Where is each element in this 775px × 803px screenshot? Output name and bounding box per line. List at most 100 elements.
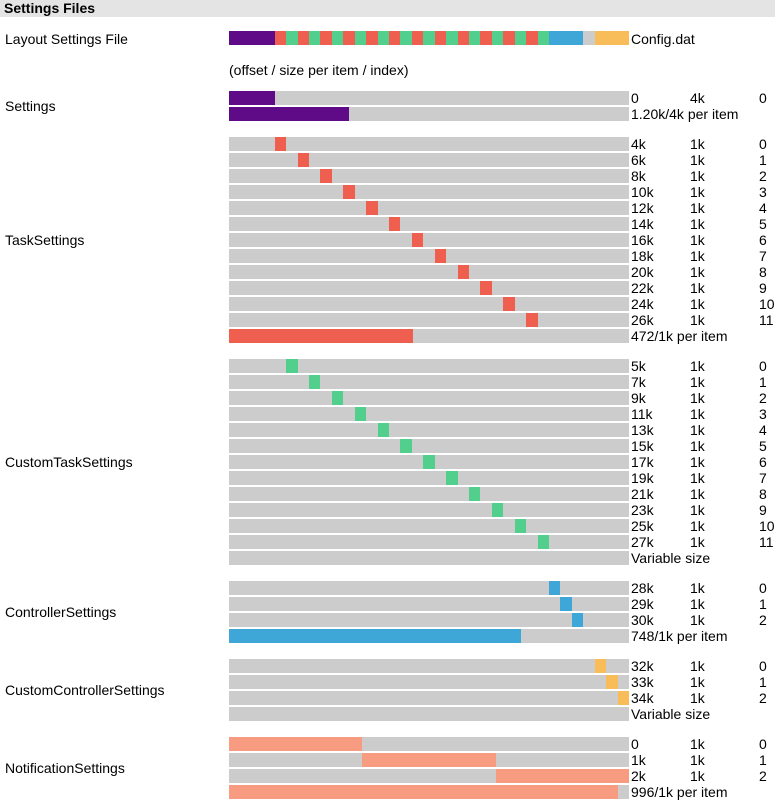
item-bar: [229, 249, 629, 263]
file-map-block: [389, 31, 401, 45]
usage-text: 996/1k per item: [631, 784, 728, 800]
item-index: 3: [759, 406, 767, 422]
item-size: 1k: [690, 136, 705, 152]
file-map-block: [571, 31, 584, 45]
file-map-block: [354, 31, 367, 45]
usage-fill: [229, 785, 619, 799]
item-size: 1k: [690, 358, 705, 374]
item-block: [320, 169, 332, 183]
item-offset: 25k: [631, 518, 654, 534]
item-size: 1k: [690, 390, 705, 406]
item-block: [423, 455, 435, 469]
item-block: [446, 471, 458, 485]
item-bar: [229, 753, 629, 767]
file-map-block: [411, 31, 424, 45]
item-bar: [229, 153, 629, 167]
item-block: [495, 769, 629, 783]
item-size: 1k: [690, 580, 705, 596]
item-index: 11: [759, 534, 774, 550]
file-map-block: [537, 31, 549, 45]
item-size: 1k: [690, 248, 705, 264]
file-map-block: [560, 31, 572, 45]
item-offset: 14k: [631, 216, 654, 232]
item-index: 10: [759, 296, 775, 312]
item-bar: [229, 201, 629, 215]
file-map-block: [343, 31, 355, 45]
layout-file-label: Layout Settings File: [5, 31, 128, 47]
item-index: 8: [759, 486, 767, 502]
item-block: [549, 581, 561, 595]
item-size: 1k: [690, 280, 705, 296]
item-bar: [229, 423, 629, 437]
file-map-block: [514, 31, 527, 45]
section-label-custom_task: CustomTaskSettings: [5, 454, 133, 470]
item-index: 7: [759, 470, 767, 486]
item-block: [480, 281, 492, 295]
usage-fill: [229, 329, 414, 343]
file-map-block: [274, 31, 287, 45]
item-index: 9: [759, 280, 767, 296]
item-bar: [229, 769, 629, 783]
item-offset: 10k: [631, 184, 654, 200]
item-index: 1: [759, 374, 767, 390]
item-size: 1k: [690, 184, 705, 200]
file-map-block: [446, 31, 458, 45]
usage-text: 1.20k/4k per item: [631, 106, 739, 122]
item-size: 1k: [690, 470, 705, 486]
item-offset: 21k: [631, 486, 654, 502]
item-offset: 4k: [631, 136, 646, 152]
item-bar: [229, 91, 629, 105]
file-map-block: [229, 31, 275, 45]
item-offset: 33k: [631, 674, 654, 690]
item-block: [491, 503, 504, 517]
item-size: 1k: [690, 152, 705, 168]
item-bar: [229, 217, 629, 231]
item-offset: 18k: [631, 248, 654, 264]
file-map-bar: [229, 31, 629, 45]
item-block: [400, 439, 412, 453]
item-bar: [229, 487, 629, 501]
item-index: 2: [759, 168, 767, 184]
file-map-block: [434, 31, 447, 45]
item-block: [411, 233, 424, 247]
file-map-block: [469, 31, 481, 45]
item-block: [537, 535, 549, 549]
item-size: 1k: [690, 200, 705, 216]
item-bar: [229, 519, 629, 533]
item-offset: 30k: [631, 612, 654, 628]
item-block: [560, 597, 572, 611]
file-map-block: [377, 31, 389, 45]
item-offset: 24k: [631, 296, 654, 312]
item-index: 1: [759, 596, 767, 612]
item-offset: 26k: [631, 312, 654, 328]
item-size: 1k: [690, 768, 705, 784]
item-size: 1k: [690, 438, 705, 454]
item-block: [526, 313, 538, 327]
item-bar: [229, 137, 629, 151]
item-offset: 1k: [631, 752, 646, 768]
item-bar: [229, 169, 629, 183]
item-bar: [229, 691, 629, 705]
item-offset: 9k: [631, 390, 646, 406]
item-block: [274, 137, 287, 151]
item-index: 1: [759, 674, 767, 690]
item-index: 11: [759, 312, 774, 328]
usage-bar: [229, 629, 629, 643]
usage-fill: [229, 107, 349, 121]
item-size: 1k: [690, 296, 705, 312]
item-offset: 2k: [631, 768, 646, 784]
item-offset: 20k: [631, 264, 654, 280]
usage-text: 472/1k per item: [631, 328, 728, 344]
file-map-block: [423, 31, 435, 45]
item-block: [434, 249, 447, 263]
item-bar: [229, 407, 629, 421]
usage-bar: [229, 707, 629, 721]
item-index: 0: [759, 736, 767, 752]
item-index: 4: [759, 422, 767, 438]
item-bar: [229, 737, 629, 751]
item-size: 1k: [690, 486, 705, 502]
item-bar: [229, 503, 629, 517]
item-size: 1k: [690, 502, 705, 518]
file-name: Config.dat: [631, 31, 695, 47]
item-size: 1k: [690, 232, 705, 248]
